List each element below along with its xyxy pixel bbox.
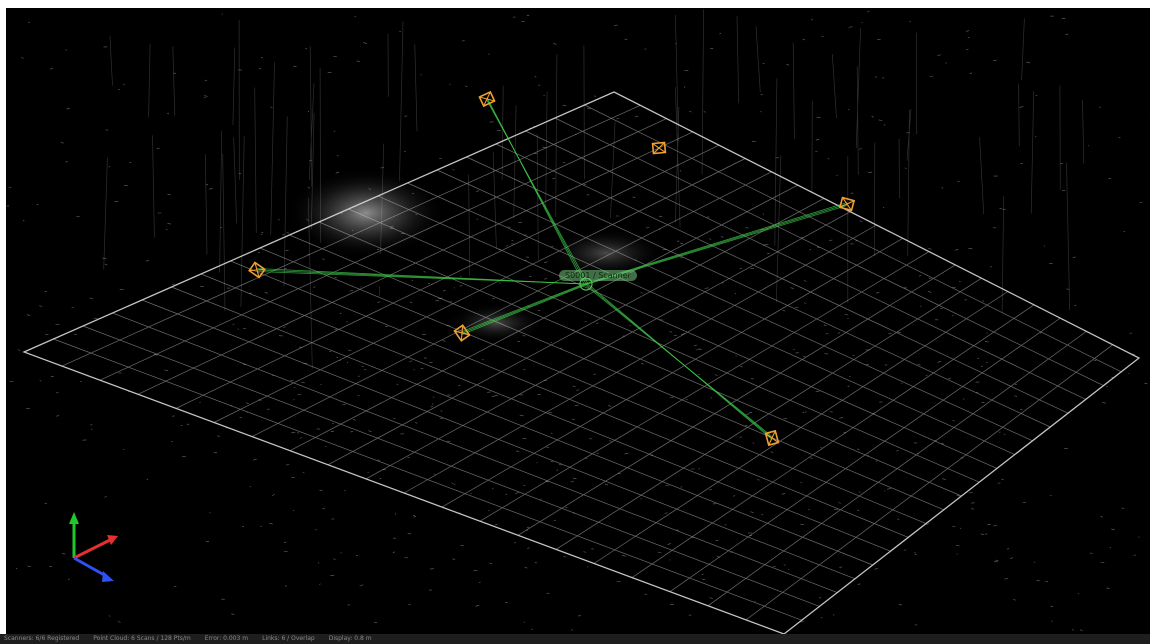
- scanner-icon[interactable]: scanner-3: [838, 196, 856, 212]
- status-item: Display: 0.8 m: [328, 635, 372, 642]
- registration-link: [587, 283, 773, 440]
- registration-link: [461, 283, 587, 334]
- scanner-icon[interactable]: scanner-2: [651, 141, 667, 155]
- scan-points: [6, 11, 1150, 631]
- x-axis-arrow: [107, 535, 118, 545]
- ground-grid: [22, 91, 1141, 634]
- status-item: Links: 6 / Overlap: [262, 635, 315, 642]
- scene-canvas[interactable]: scanner-1 scanner-2 scanner-3 scanner-4 scan…: [6, 8, 1150, 634]
- registration-link: [256, 271, 589, 285]
- x-axis-line: [73, 538, 111, 560]
- scanner-label[interactable]: S0001 / Scanner: [559, 270, 637, 281]
- axis-gizmo[interactable]: [69, 512, 118, 582]
- scanner-positions: scanner-1 scanner-2 scanner-3 scanner-4 scan…: [248, 90, 856, 447]
- registration-link: [461, 283, 585, 332]
- scanner-icon[interactable]: scanner-4: [248, 261, 266, 279]
- z-axis-arrow: [102, 571, 114, 582]
- scanner-icon[interactable]: scanner-6: [764, 429, 780, 447]
- status-item: Point Cloud: 6 Scans / 128 Pts/m: [93, 635, 191, 642]
- z-axis-line: [73, 556, 107, 578]
- status-item: Scanners: 6/6 Registered: [4, 635, 80, 642]
- foliage-highlight: [286, 168, 446, 258]
- registration-link: [461, 283, 589, 335]
- grid-lines: [23, 91, 1140, 634]
- status-bar: Scanners: 6/6 Registered Point Cloud: 6 S…: [0, 634, 1150, 644]
- y-axis-arrow: [69, 512, 79, 524]
- registration-link: [486, 100, 589, 285]
- scanner-icon[interactable]: scanner-5: [453, 324, 471, 342]
- point-cloud: [6, 9, 1150, 631]
- scanner-icon[interactable]: scanner-1: [478, 90, 496, 108]
- tree-trunks: [103, 9, 1085, 369]
- grid-border: [22, 91, 1141, 634]
- pipe-opening-left: [338, 253, 402, 287]
- pipe-opening-right: [664, 398, 740, 448]
- status-item: Error: 0.003 m: [204, 635, 249, 642]
- path-highlight: [446, 303, 546, 343]
- 3d-point-cloud-viewport[interactable]: scanner-1 scanner-2 scanner-3 scanner-4 scan…: [6, 8, 1150, 634]
